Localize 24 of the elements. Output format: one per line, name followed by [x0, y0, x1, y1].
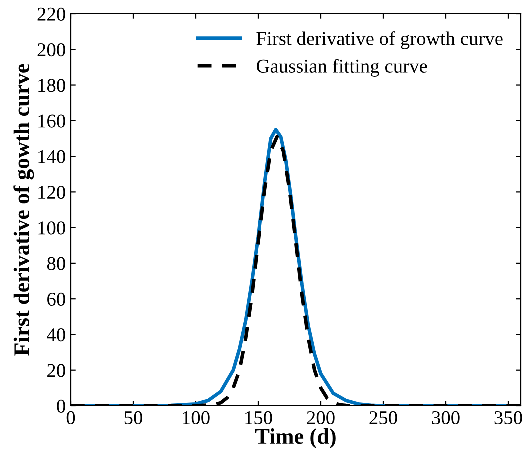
y-tick-label: 220 — [38, 8, 66, 21]
y-tick-label: 20 — [48, 364, 66, 378]
x-tick-label: 0 — [66, 411, 76, 425]
x-tick-label: 150 — [246, 411, 272, 425]
y-tick-label: 200 — [38, 43, 66, 57]
y-tick-label: 160 — [38, 114, 66, 128]
y-tick-label: 80 — [47, 257, 66, 270]
legend-label: First derivative of growth curve — [256, 32, 503, 50]
y-tick-label: 140 — [38, 150, 66, 164]
x-tick-label: 350 — [494, 411, 522, 425]
y-tick-label: 60 — [48, 292, 66, 306]
x-tick-label: 300 — [432, 411, 460, 425]
x-tick-label: 250 — [370, 411, 398, 425]
y-tick-label: 180 — [38, 79, 66, 92]
x-tick-label: 100 — [183, 411, 210, 425]
x-axis-title: Time (d) — [256, 428, 336, 449]
x-tick-label: 50 — [124, 411, 142, 425]
y-tick-label: 120 — [38, 186, 66, 200]
legend-label: Gaussian fitting curve — [256, 59, 428, 77]
y-tick-label: 100 — [38, 222, 66, 235]
y-axis-title: First derivative of gowth curve — [14, 64, 34, 356]
y-tick-label: 40 — [47, 328, 66, 342]
x-tick-label: 200 — [307, 411, 335, 425]
y-tick-label: 0 — [57, 400, 66, 413]
